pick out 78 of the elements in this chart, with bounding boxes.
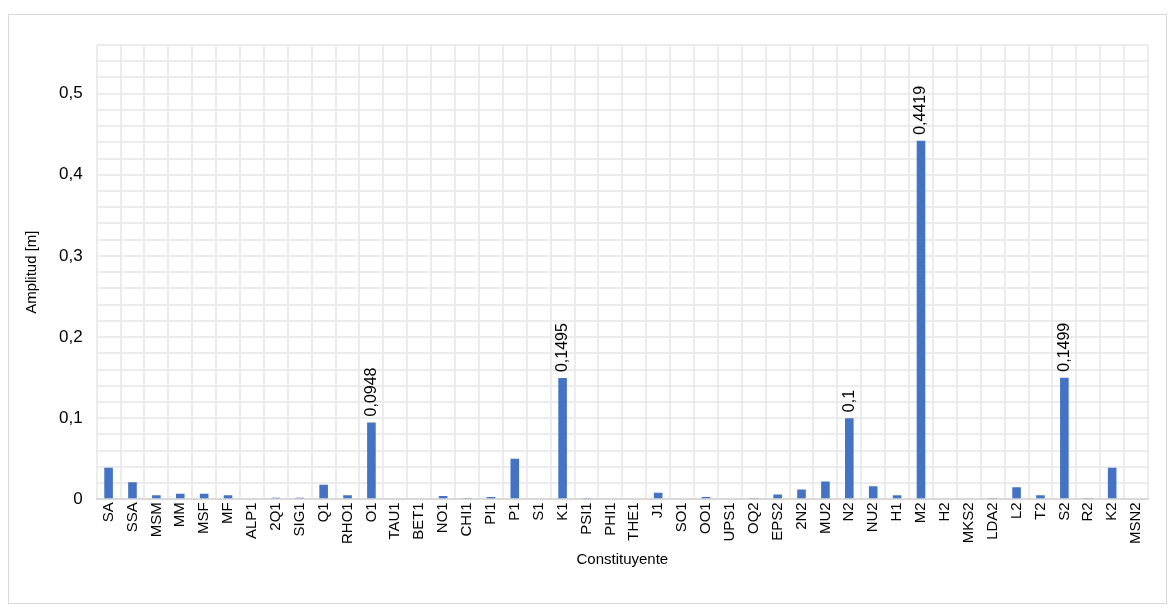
bar (510, 458, 520, 499)
x-tick-label: L2 (1006, 502, 1024, 520)
x-tick-label: MSF (194, 502, 212, 534)
x-tick-label: PSI1 (576, 502, 594, 535)
x-tick-label: SIG1 (289, 502, 307, 537)
bar (1060, 377, 1069, 499)
y-tick-label: 0,5 (58, 83, 83, 103)
x-axis-title: Constituyente (576, 550, 669, 568)
x-tick-label: PI1 (481, 502, 499, 525)
x-tick-label: MSN2 (1126, 502, 1144, 545)
y-tick-label: 0,1 (58, 407, 83, 427)
x-tick-label: M2 (911, 502, 929, 524)
bar (128, 482, 137, 499)
bar (152, 495, 161, 499)
x-tick-label: EPS2 (767, 502, 785, 541)
x-tick-label: MU2 (815, 502, 833, 534)
bar (319, 484, 328, 499)
x-tick-label: BET1 (409, 502, 427, 540)
bar (1012, 487, 1021, 499)
bar (821, 481, 830, 499)
bar (1036, 495, 1045, 499)
y-tick-label: 0 (73, 489, 83, 509)
x-tick-label: S1 (528, 502, 546, 521)
x-tick-label: T2 (1030, 502, 1048, 520)
x-tick-label: RHO1 (337, 502, 355, 545)
x-tick-label: MF (218, 502, 236, 524)
x-tick-label: 2Q1 (265, 502, 283, 531)
x-tick-label: CHI1 (457, 502, 475, 537)
data-label: 0,1 (839, 389, 857, 413)
x-tick-label: R2 (1078, 502, 1096, 522)
bar (175, 493, 185, 499)
bar (773, 494, 782, 499)
x-tick-label: K2 (1102, 502, 1120, 521)
x-tick-label: MKS2 (958, 502, 976, 544)
data-label: 0,4419 (911, 85, 929, 135)
x-tick-label: 2N2 (791, 502, 809, 530)
x-tick-label: H1 (887, 502, 905, 522)
x-tick-label: OQ2 (743, 502, 761, 535)
x-tick-label: LDA2 (982, 502, 1000, 540)
x-tick-label: OO1 (696, 502, 714, 535)
x-tick-label: UPS1 (719, 502, 737, 542)
y-axis-title: Amplitud [m] (22, 230, 40, 314)
y-tick-label: 0,3 (58, 245, 83, 265)
x-tick-label: MSM (146, 502, 164, 538)
data-label: 0,1499 (1054, 322, 1072, 372)
y-tick-label: 0,2 (58, 326, 83, 346)
bar (892, 495, 902, 499)
x-tick-label: J1 (648, 502, 666, 519)
x-tick-label: P1 (504, 502, 522, 521)
x-tick-label: NO1 (433, 502, 451, 534)
bar (558, 378, 567, 499)
y-tick-label: 0,4 (58, 164, 83, 184)
bar (916, 140, 926, 499)
x-tick-label: SA (98, 502, 116, 523)
x-tick-label: Q1 (313, 502, 331, 523)
x-tick-label: TAU1 (385, 502, 403, 540)
x-tick-label: SSA (122, 502, 140, 533)
bar (868, 486, 878, 499)
bar (797, 489, 806, 499)
bar (367, 422, 376, 499)
x-tick-label: O1 (361, 502, 379, 523)
x-tick-label: THE1 (624, 502, 642, 541)
x-tick-label: H2 (935, 502, 953, 522)
bar (845, 418, 854, 499)
x-tick-label: MM (170, 502, 188, 528)
x-tick-label: S2 (1054, 502, 1072, 521)
x-tick-label: ALP1 (242, 502, 260, 540)
bar (343, 495, 352, 499)
bar (223, 495, 233, 499)
bar (1107, 467, 1117, 499)
data-label: 0,1495 (552, 323, 570, 373)
x-tick-label: K1 (552, 502, 570, 521)
x-tick-label: PHI1 (600, 502, 618, 536)
bar (104, 467, 113, 499)
x-tick-label: NU2 (863, 502, 881, 533)
x-tick-label: N2 (839, 502, 857, 522)
data-label: 0,0948 (361, 367, 379, 417)
x-tick-label: SO1 (672, 502, 690, 533)
